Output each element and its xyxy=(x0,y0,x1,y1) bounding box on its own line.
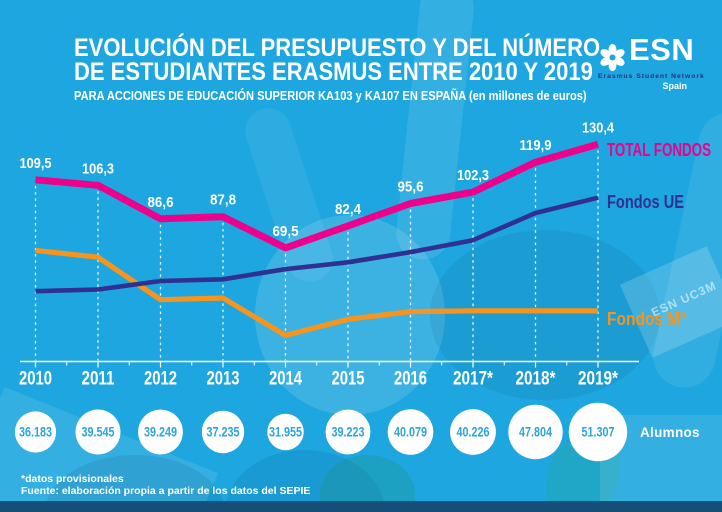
page-title-line1: EVOLUCIÓN DEL PRESUPUESTO Y DEL NÚMERO xyxy=(74,34,601,62)
esn-star-icon xyxy=(599,44,626,76)
decorative-arm-shape xyxy=(239,102,339,288)
esn-logo-country: Spain xyxy=(662,81,687,91)
decorative-building-shape xyxy=(600,415,722,512)
footer-source: Fuente: elaboración propia a partir de l… xyxy=(21,484,311,497)
decorative-hair-blob xyxy=(430,230,660,400)
page-subtitle: PARA ACCIONES DE EDUCACIÓN SUPERIOR KA10… xyxy=(74,89,587,103)
footer-note: *datos provisionales xyxy=(21,473,124,485)
esn-logo-text: ESN xyxy=(629,32,695,67)
header-block: EVOLUCIÓN DEL PRESUPUESTO Y DEL NÚMERO D… xyxy=(74,34,601,103)
esn-logo-tagline: Erasmus Student Network xyxy=(598,73,705,80)
page-title-line2: DE ESTUDIANTES ERASMUS ENTRE 2010 Y 2019 xyxy=(74,57,593,86)
footer-block: *datos provisionales Fuente: elaboración… xyxy=(21,473,311,497)
esn-logo: ESN Erasmus Student Network Spain xyxy=(597,33,704,92)
bottom-dark-strip xyxy=(0,501,722,512)
